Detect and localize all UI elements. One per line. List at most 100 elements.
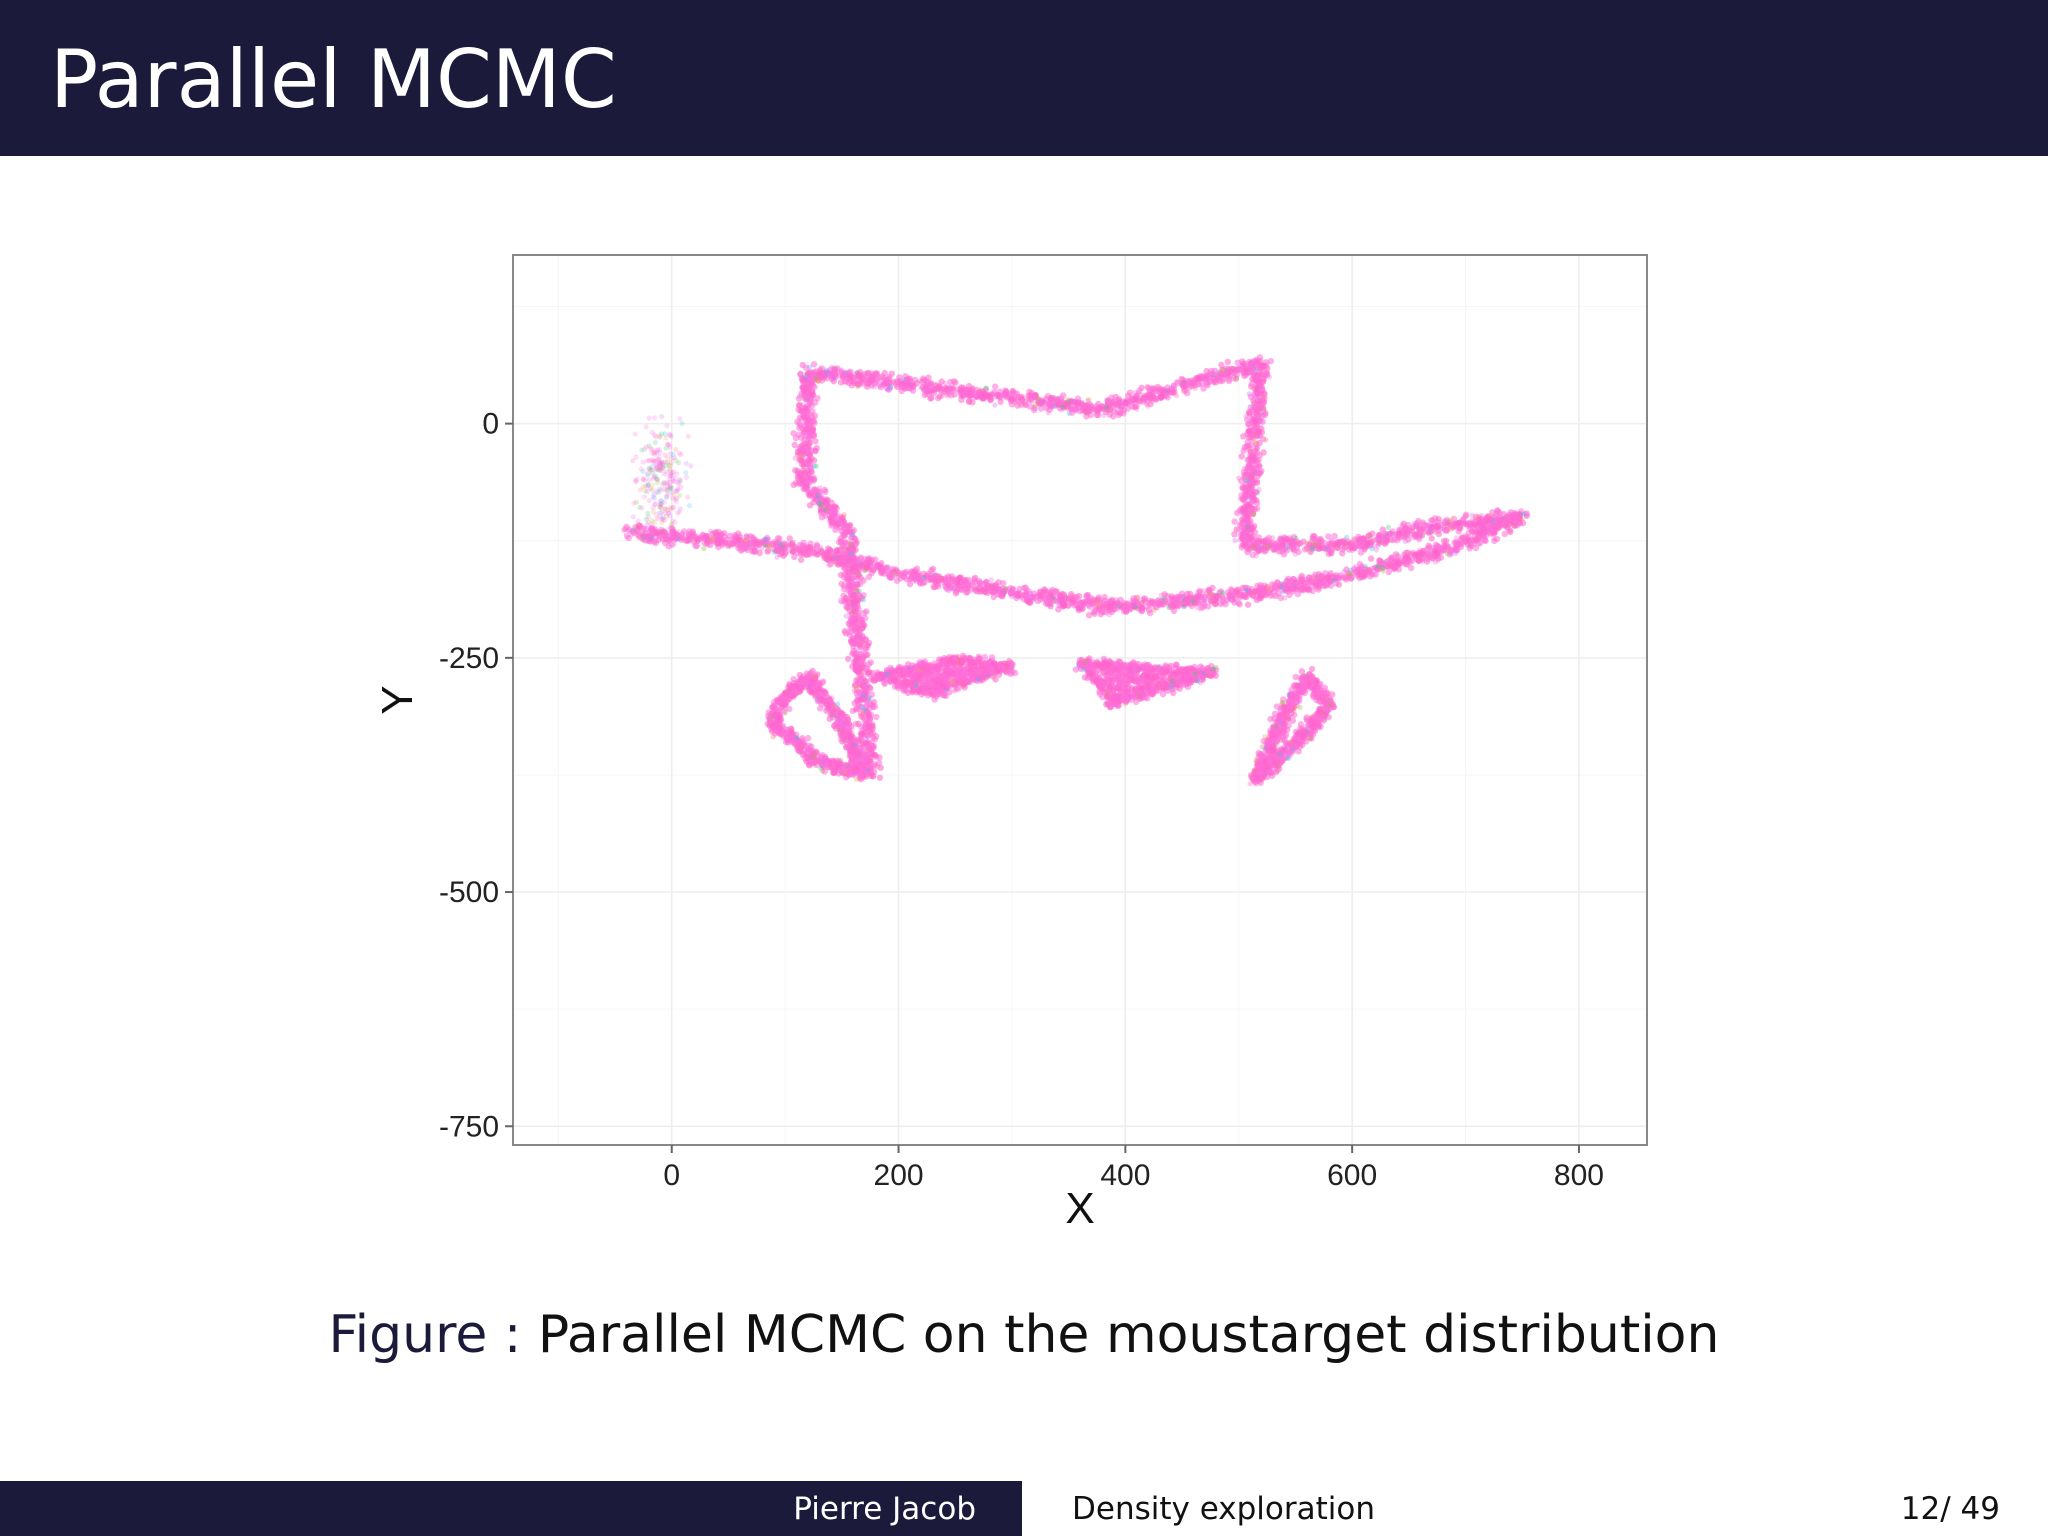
data-point: [930, 387, 937, 394]
data-point: [1153, 385, 1159, 391]
data-point: [1321, 582, 1328, 590]
data-point: [1416, 526, 1423, 534]
data-point: [790, 430, 797, 437]
data-point: [807, 544, 814, 551]
data-point: [869, 743, 876, 750]
data-point: [1469, 512, 1475, 518]
data-point: [839, 514, 847, 521]
data-point: [1502, 524, 1508, 530]
data-point: [1382, 540, 1389, 547]
data-point: [1228, 365, 1235, 372]
data-point: [1429, 518, 1435, 524]
data-point: [1489, 526, 1496, 534]
data-point: [997, 398, 1004, 405]
data-point: [1014, 402, 1021, 409]
data-point: [995, 392, 1002, 399]
data-point: [1315, 586, 1322, 593]
data-point: [900, 573, 908, 581]
data-point: [868, 569, 875, 577]
data-point: [871, 703, 879, 710]
data-point: [824, 545, 832, 552]
data-point: [1260, 399, 1268, 406]
data-point: [873, 713, 880, 721]
data-point: [861, 371, 868, 378]
data-point: [792, 434, 800, 442]
data-point: [1402, 525, 1410, 533]
data-point: [1265, 589, 1272, 596]
data-point: [796, 414, 803, 422]
data-point: [857, 672, 864, 679]
data-point: [1252, 595, 1258, 601]
data-point: [976, 579, 984, 586]
data-point: [1134, 600, 1142, 607]
data-point: [860, 597, 866, 603]
data-point: [796, 480, 803, 487]
data-point: [1178, 380, 1185, 387]
data-point: [1243, 543, 1250, 550]
data-point: [677, 477, 683, 483]
data-point: [1377, 558, 1385, 565]
data-point: [1243, 413, 1249, 419]
data-point: [1285, 575, 1292, 582]
data-point: [1127, 397, 1135, 405]
data-point: [1097, 610, 1104, 618]
data-point: [838, 598, 845, 605]
slide-title: Parallel MCMC: [50, 33, 617, 126]
data-point: [1246, 421, 1253, 428]
data-point: [662, 452, 668, 458]
data-point: [842, 630, 849, 637]
data-point: [648, 467, 654, 473]
data-point: [1394, 536, 1401, 544]
data-point: [856, 706, 862, 712]
data-point: [919, 375, 927, 382]
data-point: [797, 434, 805, 441]
data-point: [637, 487, 644, 493]
data-point: [630, 514, 636, 520]
data-point: [813, 375, 819, 381]
data-point: [709, 530, 716, 537]
data-point: [1358, 563, 1365, 571]
data-point: [1251, 360, 1258, 367]
data-point: [992, 402, 998, 408]
data-point: [1403, 561, 1411, 568]
data-point: [799, 549, 807, 556]
data-point: [860, 577, 867, 584]
data-point: [863, 702, 870, 709]
data-point: [1265, 534, 1272, 542]
data-point: [973, 386, 980, 394]
data-point: [930, 583, 937, 591]
data-point: [648, 526, 655, 534]
data-point: [743, 537, 749, 543]
data-point: [654, 515, 660, 521]
data-point: [1455, 519, 1462, 527]
data-point: [664, 423, 670, 429]
data-point: [626, 526, 633, 534]
data-point: [1278, 548, 1285, 555]
data-point: [1413, 533, 1420, 540]
data-point: [1203, 367, 1210, 375]
data-point: [942, 380, 948, 386]
slide-header: Parallel MCMC: [0, 0, 2048, 156]
data-point: [992, 383, 999, 390]
data-point: [848, 377, 855, 385]
data-point: [860, 609, 868, 617]
data-point: [860, 696, 867, 703]
data-point: [804, 410, 811, 417]
data-point: [1357, 569, 1365, 577]
data-point: [1486, 516, 1493, 523]
data-point: [1047, 603, 1054, 610]
data-point: [1248, 486, 1255, 494]
data-point: [853, 633, 860, 641]
data-point: [685, 534, 692, 541]
data-point: [853, 647, 859, 654]
data-point: [873, 732, 880, 740]
data-point: [1116, 399, 1123, 406]
data-point: [1126, 389, 1134, 396]
data-point: [1128, 403, 1136, 410]
data-point: [1408, 557, 1416, 564]
data-point: [818, 514, 826, 521]
data-point: [1255, 374, 1262, 381]
data-point: [1318, 578, 1324, 584]
data-point: [856, 604, 862, 610]
data-point: [1060, 601, 1068, 608]
